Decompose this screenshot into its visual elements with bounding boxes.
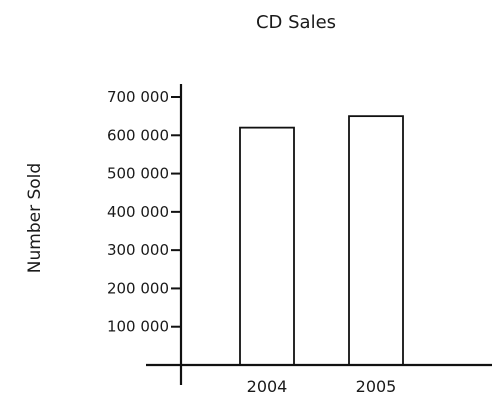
bar-2005 [348, 115, 404, 366]
y-tick-label: 600 000 [107, 126, 169, 144]
y-axis-ticks: 100 000 200 000 300 000 400 000 500 000 600 0… [107, 88, 181, 336]
y-tick-label: 700 000 [107, 88, 169, 106]
x-axis-labels: 2004 2005 [247, 377, 397, 396]
chart-title: CD Sales [256, 12, 336, 33]
y-tick-label: 500 000 [107, 165, 169, 183]
bars [239, 115, 404, 366]
bar-2004 [239, 126, 295, 366]
x-category-label: 2004 [247, 377, 288, 396]
y-tick-label: 200 000 [107, 279, 169, 297]
y-tick-label: 300 000 [107, 241, 169, 259]
y-tick-label: 100 000 [107, 318, 169, 336]
x-category-label: 2005 [356, 377, 397, 396]
y-axis-label: Number Sold [25, 163, 45, 273]
y-tick-label: 400 000 [107, 203, 169, 221]
